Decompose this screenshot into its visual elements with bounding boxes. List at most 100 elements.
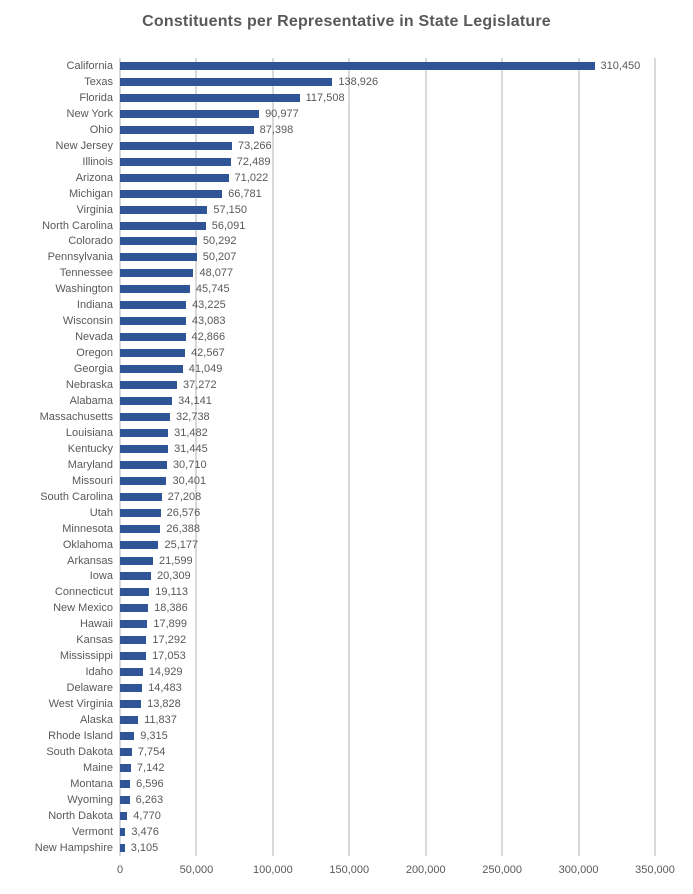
bar-row: Arizona 71,022 — [0, 170, 693, 186]
value-label: 73,266 — [237, 139, 272, 152]
x-tick-label: 0 — [116, 864, 124, 876]
value-label: 6,596 — [136, 777, 164, 790]
value-label: 17,899 — [153, 618, 188, 631]
bar-rows: California 310,450 Texas 138,926 Florida 117,… — [0, 58, 693, 856]
value-label: 26,388 — [166, 522, 200, 535]
bar — [120, 285, 190, 294]
gridline — [424, 58, 427, 856]
bar-row: West Virginia 13,828 — [0, 696, 693, 712]
bar — [120, 716, 139, 725]
bar — [120, 205, 208, 214]
category-label: Wisconsin — [62, 315, 113, 328]
bar — [120, 444, 169, 453]
bar-row: South Carolina 27,208 — [0, 489, 693, 505]
value-label: 72,489 — [236, 155, 271, 168]
bar-row: New Jersey 73,266 — [0, 138, 693, 154]
bar — [120, 173, 229, 182]
bar — [120, 428, 169, 437]
category-label: Montana — [70, 777, 113, 790]
bar-row: Maryland 30,710 — [0, 457, 693, 473]
bar — [120, 684, 143, 693]
bar — [120, 93, 300, 102]
category-label: Ohio — [89, 123, 113, 136]
category-label: Maryland — [67, 458, 113, 471]
value-label: 48,077 — [199, 267, 234, 280]
value-label: 66,781 — [228, 187, 262, 200]
category-label: Nebraska — [65, 379, 113, 392]
category-label: Colorado — [68, 235, 113, 248]
bar-row: Wyoming 6,263 — [0, 792, 693, 808]
bar — [120, 412, 171, 421]
bar — [120, 125, 254, 134]
value-label: 34,141 — [178, 394, 212, 407]
value-label: 17,053 — [152, 650, 186, 663]
gridline — [501, 58, 504, 856]
bar — [120, 365, 183, 374]
bar — [120, 700, 142, 709]
value-label: 117,508 — [305, 91, 345, 104]
bar-row: Oregon 42,567 — [0, 345, 693, 361]
value-label: 21,599 — [159, 554, 193, 567]
bar — [120, 141, 232, 150]
bar-row: New York 90,977 — [0, 106, 693, 122]
bar — [120, 253, 197, 262]
category-label: Mississippi — [59, 650, 113, 663]
bar-row: Kentucky 31,445 — [0, 441, 693, 457]
category-label: Oregon — [76, 347, 113, 360]
bar — [120, 77, 333, 86]
value-label: 31,482 — [174, 426, 208, 439]
bar-row: Texas 138,926 — [0, 74, 693, 90]
bar-row: Iowa 20,309 — [0, 569, 693, 585]
category-label: Kentucky — [67, 442, 113, 455]
category-label: Delaware — [66, 682, 113, 695]
bar — [120, 763, 131, 772]
value-label: 31,445 — [174, 442, 208, 455]
bar-row: North Dakota 4,770 — [0, 808, 693, 824]
bar — [120, 572, 152, 581]
bar — [120, 189, 223, 198]
value-label: 14,483 — [148, 682, 182, 695]
value-label: 30,710 — [172, 458, 207, 471]
value-label: 43,083 — [191, 315, 226, 328]
bar — [120, 668, 143, 677]
bar-row: New Mexico 18,386 — [0, 600, 693, 616]
value-label: 7,142 — [136, 761, 165, 774]
category-label: Maine — [83, 761, 113, 774]
chart-title: Constituents per Representative in State… — [142, 13, 551, 30]
bar — [120, 795, 130, 804]
bar-row: Delaware 14,483 — [0, 680, 693, 696]
value-label: 3,105 — [130, 841, 159, 854]
value-label: 9,315 — [140, 730, 168, 742]
bar — [120, 540, 159, 549]
bar-row: New Hampshire 3,105 — [0, 840, 693, 856]
category-label: Oklahoma — [62, 538, 113, 551]
category-label: Idaho — [85, 666, 113, 679]
bar — [120, 827, 126, 836]
bar — [120, 843, 125, 852]
bar-row: Wisconsin 43,083 — [0, 313, 693, 329]
x-axis: 0 50,000 100,000 150,000 200,000 250,000 300,0… — [0, 861, 693, 881]
value-label: 45,745 — [195, 283, 230, 296]
category-label: Iowa — [89, 570, 113, 583]
bar — [120, 157, 231, 166]
category-label: Wyoming — [67, 793, 113, 806]
value-label: 56,091 — [211, 219, 246, 232]
category-label: New Mexico — [53, 602, 113, 615]
plot-area: California 310,450 Texas 138,926 Florida 117,… — [0, 58, 693, 856]
bar — [120, 460, 167, 469]
value-label: 3,476 — [131, 825, 159, 838]
bar-row: Connecticut 19,113 — [0, 584, 693, 600]
value-label: 42,866 — [191, 331, 226, 344]
bar — [120, 349, 186, 358]
value-label: 310,450 — [600, 59, 641, 72]
category-label: Tennessee — [59, 267, 113, 280]
value-label: 138,926 — [338, 75, 379, 88]
bar-row: Tennessee 48,077 — [0, 265, 693, 281]
bar — [120, 221, 206, 230]
bar — [120, 109, 260, 118]
x-tick-label: 100,000 — [252, 864, 293, 876]
bar-row: Maine 7,142 — [0, 760, 693, 776]
bar — [120, 556, 153, 565]
value-label: 71,022 — [234, 171, 269, 184]
